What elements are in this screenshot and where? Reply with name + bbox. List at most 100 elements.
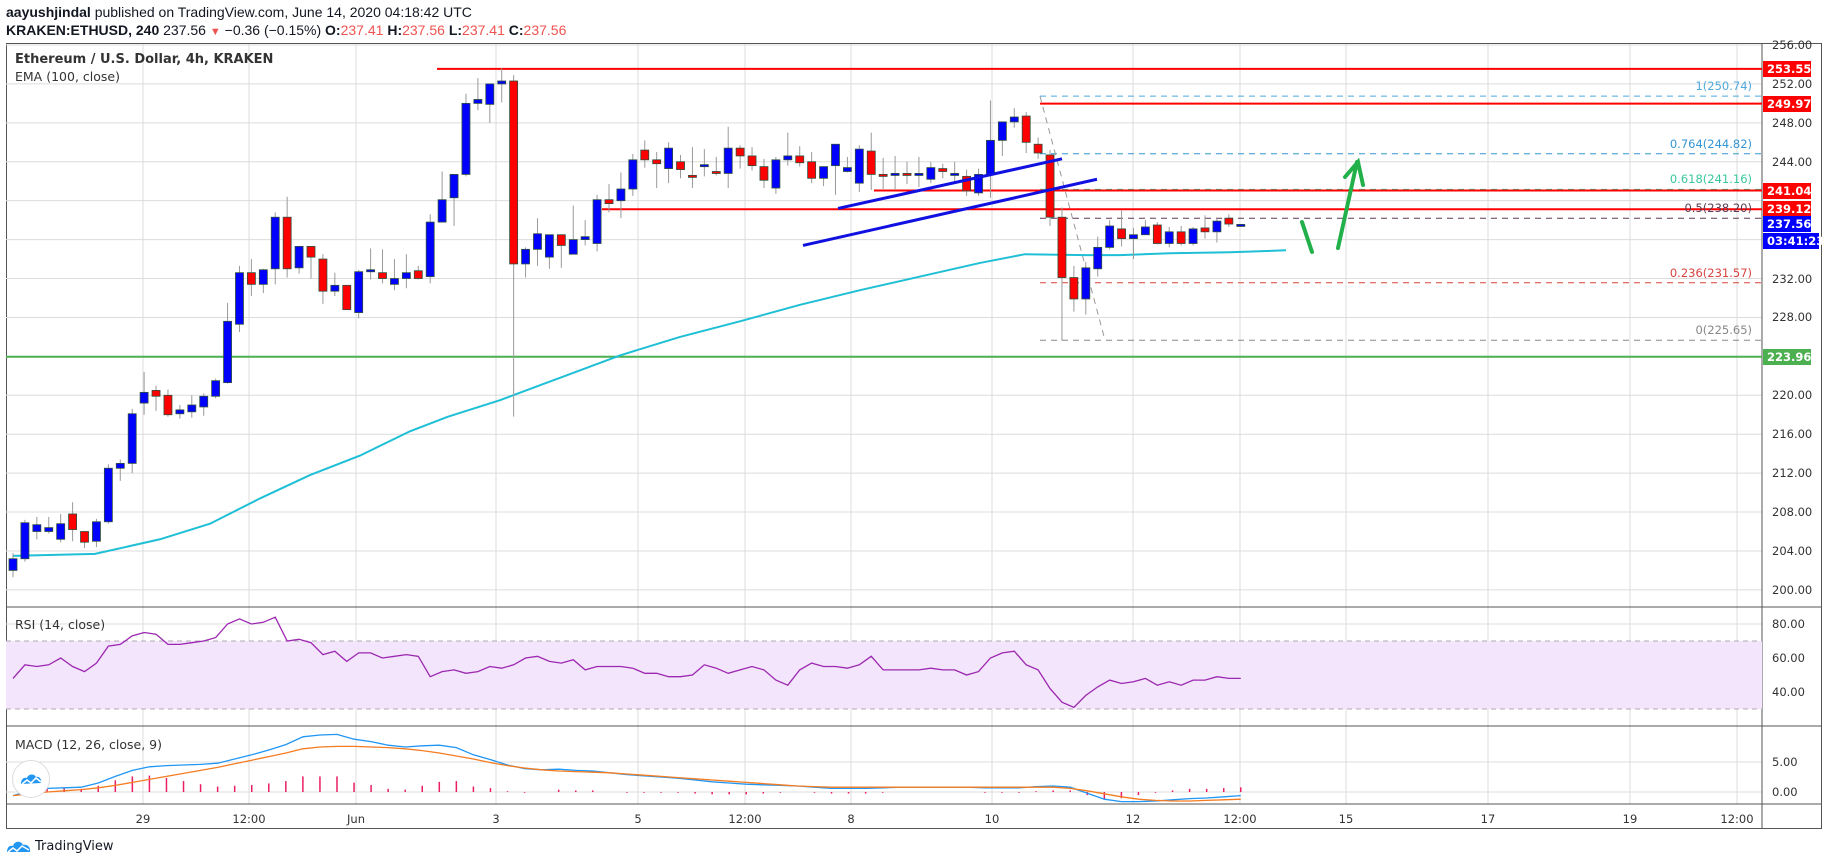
candle-body [831, 143, 840, 167]
down-triangle-icon: ▼ [209, 26, 221, 38]
arrow-up-icon [1336, 160, 1359, 250]
time-tick-label: 12:00 [1223, 812, 1257, 826]
time-tick-label: 15 [1338, 812, 1354, 826]
time-tick-label: 5 [634, 812, 642, 826]
candle-body [1117, 228, 1126, 240]
candle-body [926, 167, 936, 180]
time-tick-label: 12:00 [232, 812, 266, 826]
price-tick-label: 248.00 [1772, 115, 1813, 130]
candle-body [580, 236, 590, 240]
arrow-head-icon [1343, 157, 1365, 187]
macd-tick-label: 5.00 [1772, 755, 1798, 769]
price-tag: 239.12 [1763, 201, 1811, 218]
candle-body [437, 199, 447, 223]
time-tick-label: 3 [492, 812, 500, 826]
candle-body [115, 462, 125, 469]
price-tick-label: 212.00 [1772, 466, 1813, 481]
candle-body [1033, 143, 1043, 154]
symbol-summary: KRAKEN:ETHUSD, 240 237.56 ▼ −0.36 (−0.15… [6, 22, 566, 38]
candle-body [20, 522, 30, 560]
candle-body [807, 161, 817, 179]
candle-body [688, 174, 697, 178]
price-change: −0.36 (−0.15%) [224, 22, 322, 38]
candle-body [306, 246, 316, 258]
symbol-name: KRAKEN:ETHUSD, 240 [6, 22, 160, 38]
price-tag: 223.96 [1763, 348, 1811, 365]
candle-body [1069, 277, 1079, 300]
candle-body [413, 270, 423, 279]
candle-body [330, 284, 340, 292]
last-price: 237.56 [163, 22, 206, 38]
candle-body [556, 234, 566, 246]
rsi-line [12, 616, 1241, 709]
candle-body [962, 175, 971, 192]
candle-body [652, 159, 662, 165]
candle-body [819, 166, 828, 179]
candle-body [211, 380, 221, 397]
candle-body [854, 148, 864, 184]
candle-body [235, 272, 244, 325]
candle-body [1021, 115, 1031, 143]
time-tick-label: 12:00 [728, 812, 762, 826]
price-tick-label: 232.00 [1772, 271, 1813, 286]
candle-body [318, 258, 328, 292]
high-value: 237.56 [402, 22, 445, 38]
close-label: C: [508, 22, 524, 38]
candle-body [604, 199, 614, 204]
candle-body [461, 102, 471, 175]
candle-body [795, 155, 805, 164]
price-tick-label: 228.00 [1772, 310, 1813, 325]
candle-body [1212, 220, 1222, 233]
signal-line [12, 745, 1241, 802]
candle-body [783, 155, 793, 161]
open-value: 237.41 [340, 22, 384, 38]
published-text: published on TradingView.com, June 14, 2… [94, 4, 472, 20]
time-tick-label: 8 [847, 812, 855, 826]
rsi-tick-label: 40.00 [1772, 685, 1805, 699]
candle-body [509, 80, 519, 265]
main-legend-title: Ethereum / U.S. Dollar, 4h, KRAKEN [15, 52, 274, 67]
candle-body [699, 164, 709, 168]
candle-body [890, 173, 900, 176]
candle-body [664, 147, 673, 169]
candle-body [199, 395, 209, 408]
time-tick-label: 19 [1622, 812, 1638, 826]
candle-body [616, 188, 626, 202]
candle-body [1129, 234, 1138, 240]
fib-trend-line [1039, 96, 1106, 341]
ema-line [12, 249, 1287, 557]
tradingview-badge-icon[interactable] [12, 760, 50, 798]
candle-body [1081, 267, 1091, 300]
time-tick-label: 10 [984, 812, 1000, 826]
candle-body [127, 413, 137, 464]
candle-body [1200, 227, 1210, 233]
candle-body [44, 527, 54, 532]
fib-level-label: 0(225.65) [1695, 323, 1752, 338]
candle-body [68, 513, 77, 530]
candle-body [473, 99, 483, 104]
candle-body [354, 271, 364, 313]
candle-body [342, 284, 352, 311]
rsi-tick-label: 80.00 [1772, 617, 1805, 631]
ema-legend: EMA (100, close) [15, 69, 120, 84]
candle-body [533, 233, 542, 250]
time-tick-label: 17 [1480, 812, 1496, 826]
candle-body [986, 139, 995, 175]
high-label: H: [387, 22, 403, 38]
candle-body [270, 216, 280, 270]
time-tick-label: Jun [347, 812, 365, 826]
candle-body [485, 83, 495, 105]
candle-body [103, 467, 113, 523]
candle-body [843, 167, 852, 172]
channel-upper-line [837, 157, 1063, 210]
candle-body [80, 531, 89, 543]
rsi-legend: RSI (14, close) [15, 617, 106, 632]
candle-body [1188, 228, 1198, 244]
candle-body [950, 173, 960, 176]
channel-lower-line [802, 177, 1098, 247]
tradingview-logo[interactable]: TradingView [6, 838, 114, 854]
price-tick-label: 220.00 [1772, 388, 1813, 403]
fib-level-label: 0.618(241.16) [1669, 172, 1752, 187]
candle-body [974, 174, 983, 194]
